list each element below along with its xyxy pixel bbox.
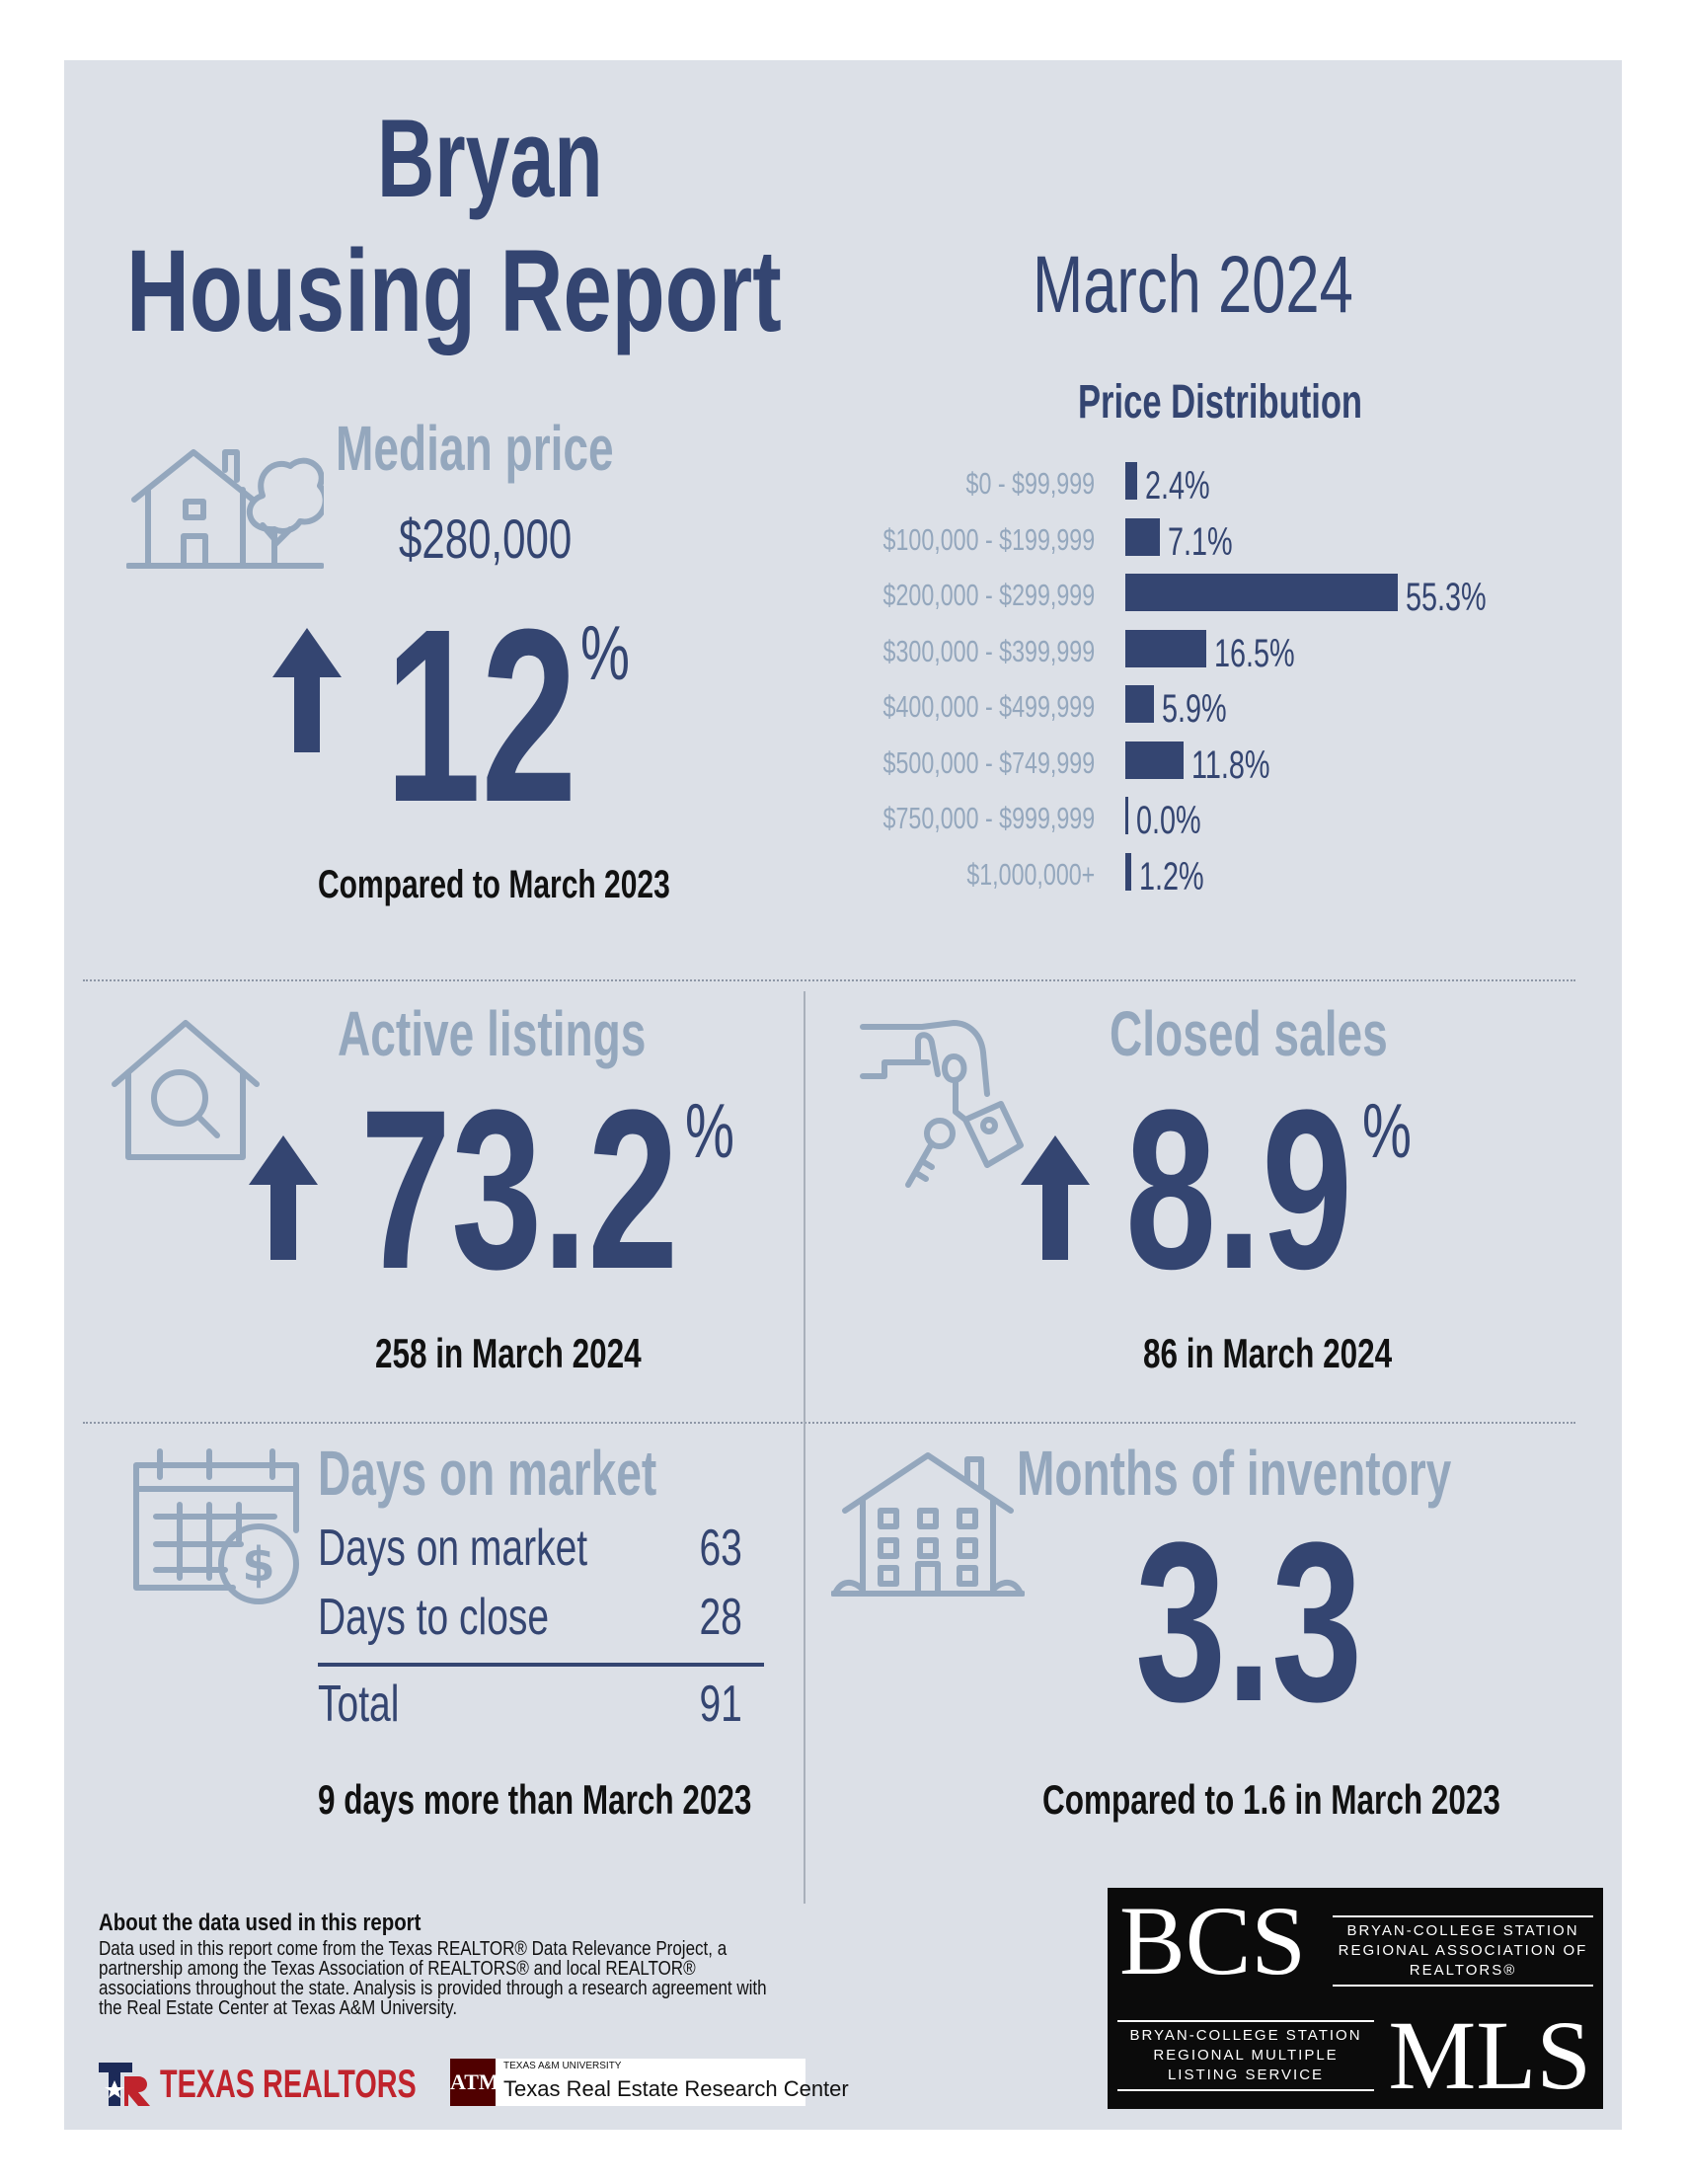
price-distribution-row: $0 - $99,999 2.4%: [0, 462, 1579, 507]
dom-row-value: 63: [699, 1520, 742, 1577]
price-range-label: $0 - $99,999: [965, 466, 1095, 501]
months-inventory-compare: Compared to 1.6 in March 2023: [1042, 1776, 1500, 1823]
texas-realtors-logo: TEXAS REALTORS: [99, 2059, 424, 2108]
price-distribution-bar: [1125, 574, 1398, 611]
texas-realtors-mark-icon: [99, 2063, 150, 2106]
price-distribution-value: 2.4%: [1144, 464, 1210, 507]
report-title: Housing Report: [126, 226, 782, 356]
days-on-market-compare: 9 days more than March 2023: [318, 1776, 752, 1823]
price-distribution-row: $200,000 - $299,999 55.3%: [0, 574, 1579, 619]
price-distribution-value: 0.0%: [1136, 799, 1201, 842]
price-range-label: $750,000 - $999,999: [882, 801, 1095, 835]
price-distribution-value: 55.3%: [1406, 576, 1487, 619]
price-range-label: $400,000 - $499,999: [882, 689, 1095, 724]
svg-text:$: $: [242, 1537, 274, 1593]
active-listings-unit: %: [685, 1087, 734, 1174]
price-distribution-row: $500,000 - $749,999 11.8%: [0, 741, 1579, 787]
price-distribution-value: 5.9%: [1162, 687, 1228, 731]
price-distribution-bar: [1125, 685, 1155, 723]
median-price-compare: Compared to March 2023: [318, 863, 670, 906]
days-on-market-label: Days on market: [318, 1438, 657, 1509]
price-distribution-bar: [1125, 629, 1207, 667]
about-data-text: Data used in this report come from the T…: [99, 1938, 767, 2019]
median-price-unit: %: [580, 609, 630, 696]
report-panel: [64, 60, 1622, 2130]
up-arrow-icon: [1021, 1135, 1090, 1260]
months-inventory-value: 3.3: [1135, 1495, 1363, 1749]
median-price-label: Median price: [336, 413, 614, 484]
hand-keys-icon: [860, 1020, 1024, 1188]
calendar-dollar-icon: $: [133, 1448, 299, 1604]
months-inventory-label: Months of inventory: [1017, 1438, 1452, 1509]
dom-row-label: Days on market: [318, 1520, 588, 1577]
price-distribution-bar: [1125, 741, 1184, 779]
median-price-value: $280,000: [399, 507, 573, 570]
price-range-label: $1,000,000+: [966, 856, 1095, 892]
price-range-label: $100,000 - $199,999: [882, 521, 1095, 557]
closed-sales-label: Closed sales: [1110, 998, 1388, 1069]
dom-row-value: 28: [699, 1589, 742, 1646]
price-distribution-row: $300,000 - $399,999 16.5%: [0, 629, 1579, 675]
price-distribution-bar: [1125, 462, 1137, 500]
active-listings-count: 258 in March 2024: [375, 1330, 642, 1376]
price-distribution-value: 16.5%: [1214, 631, 1296, 675]
active-listings-label: Active listings: [338, 998, 647, 1069]
price-distribution-bar: [1125, 797, 1128, 834]
price-distribution-row: $100,000 - $199,999 7.1%: [0, 517, 1579, 564]
report-date: March 2024: [1033, 240, 1353, 330]
closed-sales-change: 8.9: [1125, 1062, 1353, 1316]
tamu-mark-icon: ATM: [450, 2059, 499, 2106]
section-divider: [83, 1422, 1575, 1424]
bcs-logo-text: BCS: [1119, 1886, 1307, 1995]
price-distribution-value: 11.8%: [1190, 742, 1270, 787]
tamu-research-center-logo: ATM TEXAS A&M UNIVERSITY Texas Real Esta…: [450, 2059, 849, 2106]
price-range-label: $300,000 - $399,999: [882, 633, 1095, 668]
house-tree-icon: [126, 449, 324, 569]
dom-row-label: Days to close: [318, 1589, 550, 1646]
up-arrow-icon: [272, 628, 342, 752]
bcs-mls-logo: BCS BRYAN-COLLEGE STATION REGIONAL ASSOC…: [1108, 1888, 1603, 2109]
price-distribution-bar: [1125, 852, 1131, 891]
closed-sales-unit: %: [1362, 1087, 1412, 1174]
column-divider: [804, 991, 805, 1904]
dom-total-rule: [318, 1663, 764, 1667]
about-data-title: About the data used in this report: [99, 1910, 422, 1936]
house-search-icon: [112, 1020, 260, 1160]
active-listings-change: 73.2: [360, 1062, 679, 1316]
price-distribution-row: $400,000 - $499,999 5.9%: [0, 685, 1579, 731]
dom-total-label: Total: [318, 1676, 400, 1733]
mls-logo-text: MLS: [1388, 2000, 1591, 2110]
texas-realtors-text: TEXAS REALTORS: [160, 2063, 417, 2106]
price-distribution-row: $1,000,000+ 1.2%: [0, 852, 1579, 898]
apartment-building-icon: [831, 1452, 1025, 1597]
section-divider: [83, 979, 1575, 981]
report-city: Bryan: [377, 97, 603, 220]
price-range-label: $200,000 - $299,999: [882, 578, 1095, 612]
bcs-association-text: BRYAN-COLLEGE STATION REGIONAL ASSOCIATI…: [1333, 1915, 1593, 1987]
price-distribution-title: Price Distribution: [1078, 376, 1363, 429]
price-range-label: $500,000 - $749,999: [882, 744, 1095, 780]
bcs-mls-service-text: BRYAN-COLLEGE STATION REGIONAL MULTIPLE …: [1117, 2020, 1374, 2091]
tamu-center-name: Texas Real Estate Research Center: [503, 2076, 849, 2101]
price-distribution-value: 1.2%: [1138, 854, 1204, 898]
tamu-university-text: TEXAS A&M UNIVERSITY: [503, 2061, 622, 2071]
dom-total-value: 91: [699, 1676, 742, 1733]
closed-sales-count: 86 in March 2024: [1143, 1330, 1393, 1376]
price-distribution-value: 7.1%: [1168, 519, 1234, 564]
up-arrow-icon: [249, 1135, 318, 1260]
price-distribution-bar: [1125, 517, 1161, 556]
price-distribution-row: $750,000 - $999,999 0.0%: [0, 797, 1579, 842]
median-price-change: 12: [385, 578, 577, 853]
